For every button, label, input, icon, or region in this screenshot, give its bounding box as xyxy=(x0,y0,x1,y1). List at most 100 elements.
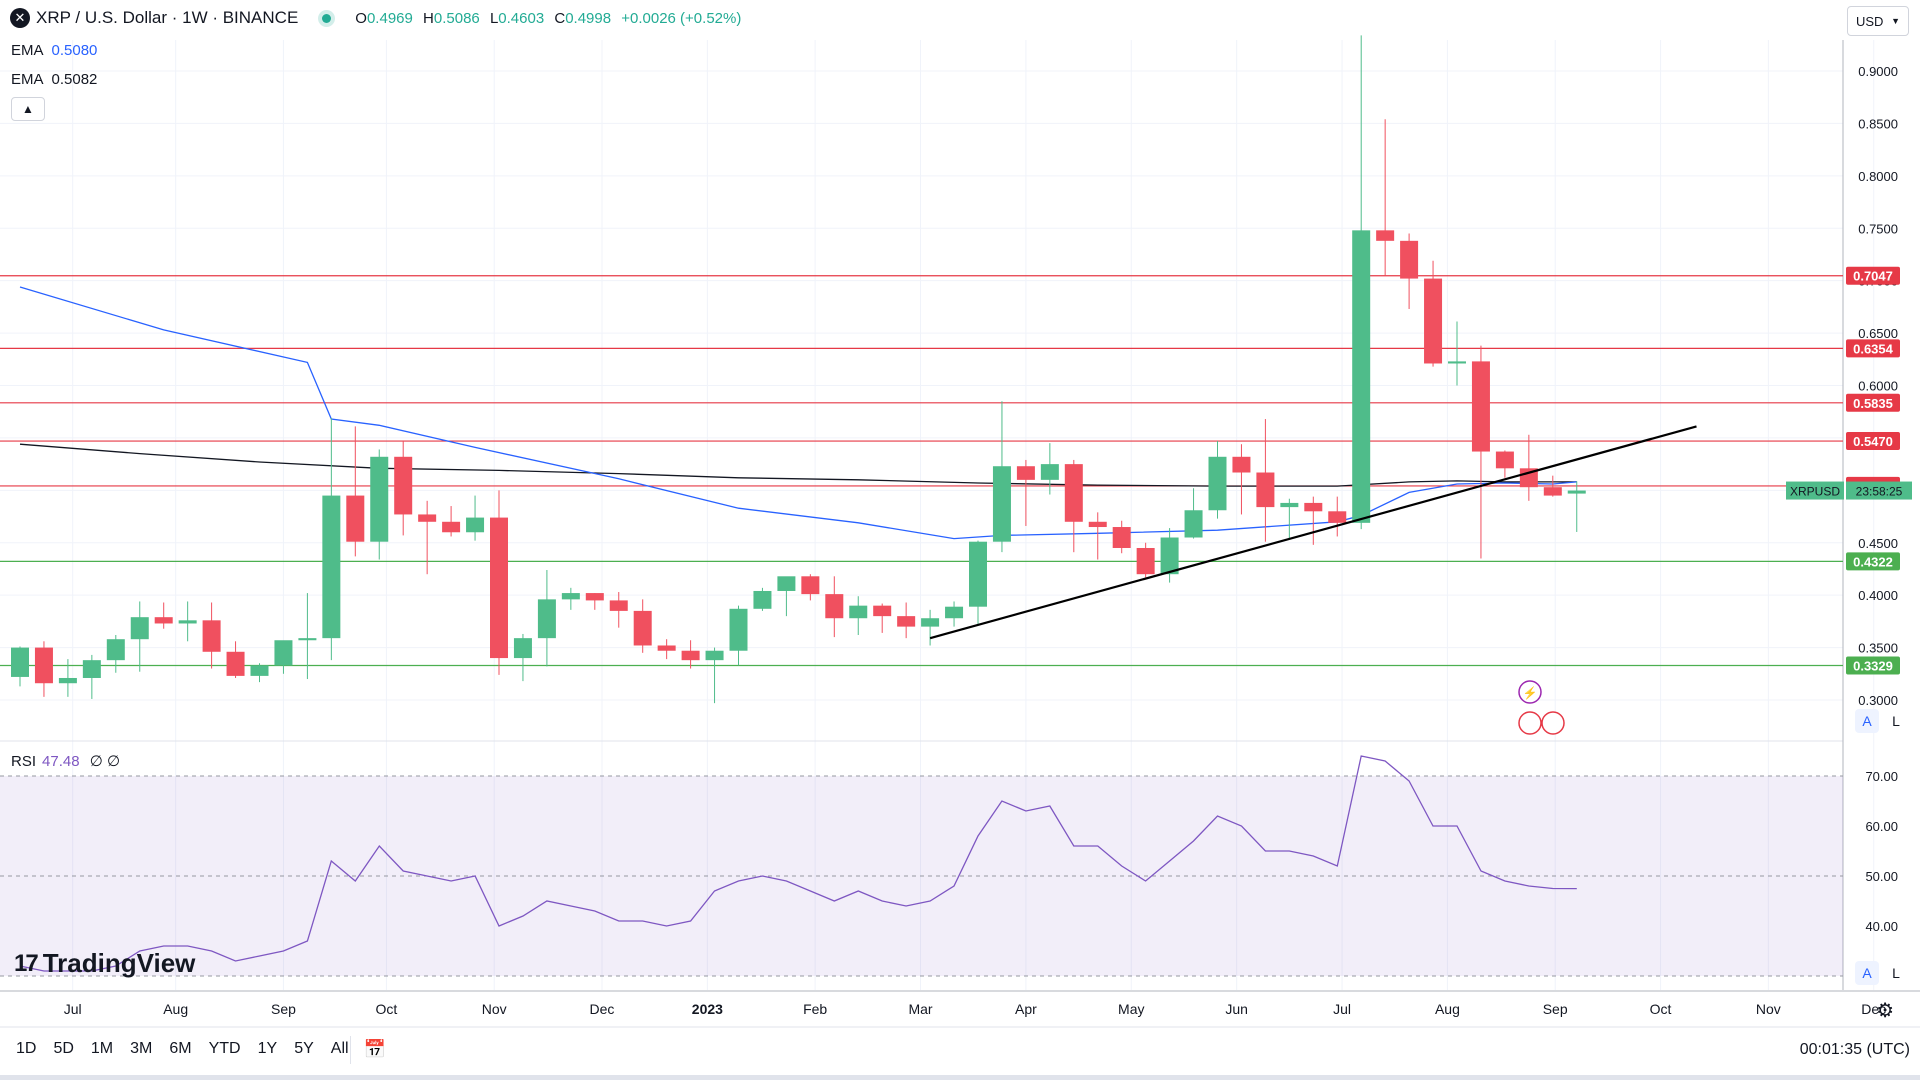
range-6m[interactable]: 6M xyxy=(169,1040,192,1057)
auto-scale-button[interactable]: A xyxy=(1855,709,1879,733)
us-flag-icon[interactable] xyxy=(1518,711,1542,735)
event-marker-icon[interactable] xyxy=(1518,680,1542,704)
candle-body[interactable] xyxy=(1256,472,1275,508)
candle-body[interactable] xyxy=(226,651,245,676)
range-3m[interactable]: 3M xyxy=(130,1040,153,1057)
candle-body[interactable] xyxy=(849,605,868,619)
candle-body[interactable] xyxy=(298,638,317,641)
range-1y[interactable]: 1Y xyxy=(257,1040,278,1057)
date-range-icon[interactable]: 📅 xyxy=(363,1038,387,1059)
candle-body[interactable] xyxy=(1495,451,1514,469)
candle-body[interactable] xyxy=(322,495,341,639)
candle-body[interactable] xyxy=(154,617,173,624)
candle-body[interactable] xyxy=(1040,464,1059,480)
candle-body[interactable] xyxy=(1160,537,1179,575)
range-5y[interactable]: 5Y xyxy=(294,1040,314,1057)
candle-body[interactable] xyxy=(1064,464,1083,522)
lightning-icon: ⚡ xyxy=(1523,686,1538,700)
candle-body[interactable] xyxy=(1184,510,1203,538)
candle-body[interactable] xyxy=(1400,240,1419,279)
range-ytd[interactable]: YTD xyxy=(208,1040,241,1057)
range-1d[interactable]: 1D xyxy=(16,1040,37,1057)
candle-body[interactable] xyxy=(466,517,485,533)
candle-body[interactable] xyxy=(561,593,580,600)
candle-body[interactable] xyxy=(1424,278,1443,364)
candle-body[interactable] xyxy=(1376,230,1395,241)
candle-body[interactable] xyxy=(1136,547,1155,575)
candle-body[interactable] xyxy=(1471,361,1490,452)
candle-body[interactable] xyxy=(1088,521,1107,528)
candle-body[interactable] xyxy=(346,495,365,542)
candle-body[interactable] xyxy=(513,638,532,659)
ema-fast-legend[interactable]: EMA 0.5080 xyxy=(11,42,98,59)
candle-body[interactable] xyxy=(178,620,197,624)
candle-body[interactable] xyxy=(897,616,916,627)
candle-body[interactable] xyxy=(537,599,556,639)
candle-body[interactable] xyxy=(1543,487,1562,496)
range-5d[interactable]: 5D xyxy=(53,1040,74,1057)
candle-body[interactable] xyxy=(1112,527,1131,548)
candle-body[interactable] xyxy=(945,606,964,619)
candle-body[interactable] xyxy=(442,521,461,533)
candle-body[interactable] xyxy=(873,605,892,617)
candle-body[interactable] xyxy=(1304,502,1323,512)
candle-body[interactable] xyxy=(657,645,676,651)
candle-body[interactable] xyxy=(11,647,29,677)
candle-body[interactable] xyxy=(681,650,700,661)
candle-body[interactable] xyxy=(418,514,437,522)
candle-body[interactable] xyxy=(274,640,293,666)
x-tick-label: Nov xyxy=(1756,1001,1781,1017)
range-1m[interactable]: 1M xyxy=(90,1040,114,1057)
candle-body[interactable] xyxy=(106,639,125,661)
ema-fast-line xyxy=(19,286,1577,540)
candle-body[interactable] xyxy=(777,576,796,591)
candle-body[interactable] xyxy=(585,593,604,601)
x-tick-label: Nov xyxy=(482,1001,507,1017)
candle-body[interactable] xyxy=(729,608,748,651)
symbol-title[interactable]: XRP / U.S. Dollar · 1W · BINANCE xyxy=(36,8,299,27)
rsi-legend[interactable]: RSI 47.48 ∅ ∅ xyxy=(11,753,121,770)
candle-body[interactable] xyxy=(1232,456,1251,473)
candle-body[interactable] xyxy=(370,456,389,542)
candle-body[interactable] xyxy=(992,466,1011,542)
candle-body[interactable] xyxy=(82,660,101,678)
candle-body[interactable] xyxy=(1567,490,1586,494)
candle-body[interactable] xyxy=(58,677,77,684)
candle-body[interactable] xyxy=(202,620,221,652)
collapse-legend-button[interactable]: ▲ xyxy=(11,97,45,121)
candle-body[interactable] xyxy=(969,541,987,607)
candle-body[interactable] xyxy=(1328,511,1347,523)
log-scale-button[interactable]: L xyxy=(1892,713,1900,729)
ema-slow-line xyxy=(19,443,1577,487)
candle-body[interactable] xyxy=(825,594,844,619)
trendline[interactable] xyxy=(929,425,1697,640)
candle-body[interactable] xyxy=(1448,361,1466,364)
candle-body[interactable] xyxy=(1016,466,1035,480)
settings-icon[interactable]: ⚙ xyxy=(1876,1000,1894,1022)
candle-body[interactable] xyxy=(1208,456,1227,511)
ema-slow-legend[interactable]: EMA 0.5082 xyxy=(11,71,98,88)
candle-body[interactable] xyxy=(705,650,724,661)
price-level-tag xyxy=(1846,393,1900,412)
candle-body[interactable] xyxy=(1352,230,1371,523)
candle-body[interactable] xyxy=(633,610,652,646)
candle-body[interactable] xyxy=(130,617,149,640)
rsi-log-scale-button[interactable]: L xyxy=(1892,965,1900,981)
candle-body[interactable] xyxy=(490,517,508,659)
utc-clock[interactable]: 00:01:35 (UTC) xyxy=(1799,1041,1910,1058)
candle-body[interactable] xyxy=(801,576,820,595)
candle-body[interactable] xyxy=(921,618,940,627)
candle-body[interactable] xyxy=(609,600,628,611)
x-tick-label: 2023 xyxy=(692,1001,723,1017)
candle-body[interactable] xyxy=(250,665,269,676)
candle-body[interactable] xyxy=(1280,502,1299,508)
currency-select[interactable]: USD ▼ xyxy=(1847,6,1909,36)
candle-body[interactable] xyxy=(34,647,53,684)
rsi-auto-scale-button[interactable]: A xyxy=(1855,961,1879,985)
range-all[interactable]: All xyxy=(330,1040,349,1057)
candle-body[interactable] xyxy=(394,456,413,515)
us-flag-icon[interactable] xyxy=(1541,711,1565,735)
x-tick-label: Dec xyxy=(1861,1001,1886,1017)
candle-body[interactable] xyxy=(753,590,772,609)
